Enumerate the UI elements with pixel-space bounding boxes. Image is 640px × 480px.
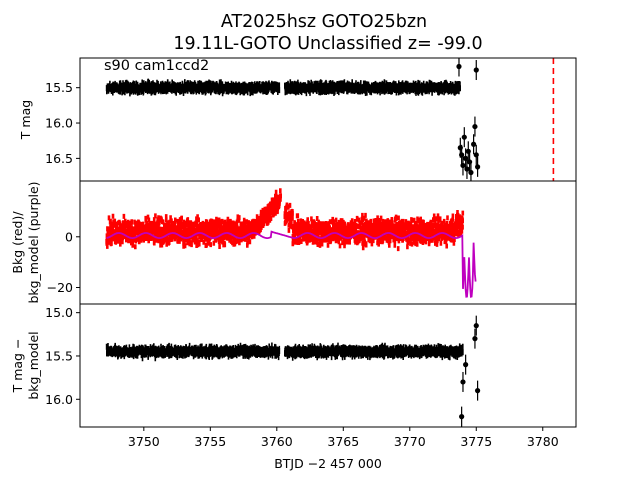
panel-annotation: s90 cam1ccd2 — [104, 58, 209, 74]
data-point — [474, 388, 481, 394]
data-point — [463, 362, 469, 368]
panel-frame — [79, 57, 577, 182]
data-point — [456, 63, 462, 70]
y-axis-label: bkg_model — [26, 331, 41, 399]
y-tick-label: 16.0 — [45, 392, 73, 407]
y-tick-label: 16.5 — [45, 151, 73, 166]
y-axis-label: T mag − — [10, 339, 25, 394]
lightcurve-points — [105, 78, 461, 97]
data-point — [473, 67, 479, 73]
panel-bottom: 15.0 15.5 16.0 T mag − bkg_model — [10, 303, 577, 428]
x-tick-label: 3760 — [261, 434, 293, 449]
x-tick-label: 3775 — [460, 434, 492, 449]
x-tick-label: 3765 — [327, 434, 359, 449]
plot-area — [105, 58, 555, 181]
x-tick-label: 3750 — [128, 434, 160, 449]
x-tick-label: 3780 — [527, 434, 559, 449]
background-points — [105, 188, 465, 252]
data-point — [474, 164, 481, 170]
y-axis-label: Bkg (red)/ — [10, 211, 25, 274]
x-tick-label: 3770 — [394, 434, 426, 449]
panel-middle: 0 −20 Bkg (red)/bkg_model (purple) — [10, 180, 577, 305]
chart-title-line2: 19.11L-GOTO Unclassified z= -99.0 — [173, 34, 482, 54]
x-axis-label: BTJD −2 457 000 — [274, 456, 382, 471]
data-point — [464, 166, 470, 172]
x-tick-label: 3755 — [194, 434, 226, 449]
chart-title-line1: AT2025hsz GOTO25bzn — [221, 12, 427, 32]
y-tick-label: 15.5 — [45, 80, 73, 95]
data-point — [459, 414, 465, 420]
data-point — [472, 123, 478, 130]
panel-top: 15.5 16.0 16.5 T mag — [18, 57, 577, 182]
data-point — [472, 336, 478, 342]
data-point — [460, 162, 466, 169]
bkg-model-line — [106, 230, 477, 298]
data-point — [460, 379, 466, 385]
y-tick-label: 15.5 — [45, 348, 73, 363]
lightcurve-points — [105, 342, 464, 362]
panel-frame — [79, 303, 577, 428]
data-point — [473, 152, 479, 158]
y-tick-label: −20 — [47, 280, 73, 295]
plot-area — [105, 315, 481, 427]
y-tick-label: 16.0 — [45, 116, 73, 131]
y-axis-label: bkg_model (purple) — [26, 181, 41, 303]
data-point — [468, 169, 474, 176]
y-tick-label: 0 — [65, 229, 73, 244]
plot-area — [105, 188, 477, 298]
data-point — [461, 134, 467, 140]
data-point — [473, 323, 479, 329]
data-point — [471, 141, 477, 147]
y-tick-label: 15.0 — [45, 305, 73, 320]
y-axis-label: T mag — [18, 100, 33, 140]
x-axis-ticks: 3750 3755 3760 3765 3770 3775 3780 — [128, 427, 559, 449]
